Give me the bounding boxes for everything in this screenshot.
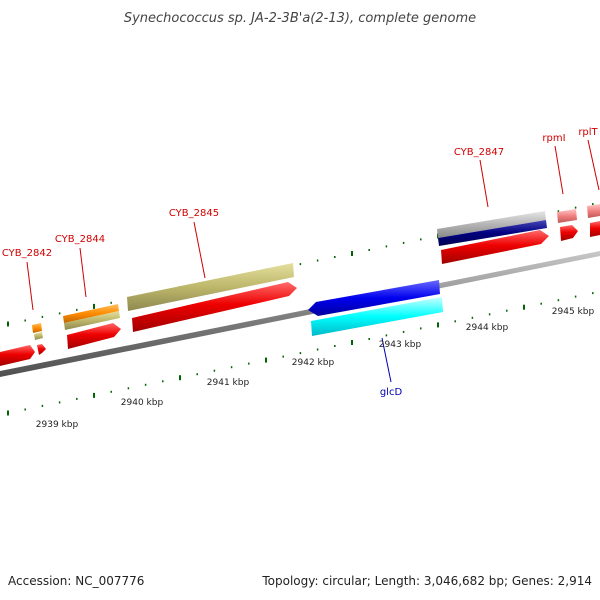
gene-feature-cyb-2845[interactable] — [127, 263, 294, 311]
gene-feature-rpmi[interactable] — [557, 209, 577, 223]
cds-feature-rplt[interactable] — [590, 221, 600, 237]
cds-feature-glcd[interactable] — [308, 280, 440, 316]
topology-summary: Topology: circular; Length: 3,046,682 bp… — [261, 574, 592, 588]
scale-label: 2942 kbp — [292, 358, 335, 368]
gene-label-glcd[interactable]: glcD — [380, 387, 403, 398]
gene-feature-cyb-2842[interactable] — [32, 323, 42, 333]
cds-feature-rpmi[interactable] — [560, 225, 578, 241]
gene-label-cyb-2844[interactable]: CYB_2844 — [55, 234, 105, 245]
accession-text: Accession: NC_007776 — [8, 574, 144, 588]
scale-label: 2945 kbp — [552, 307, 595, 317]
gene-feature-cyb-2847[interactable] — [437, 211, 546, 238]
gene-feature-cyb-2842-b[interactable] — [34, 332, 43, 340]
cds-feature-cyb-2845[interactable] — [132, 282, 297, 332]
scale-label: 2940 kbp — [121, 398, 164, 408]
genome-backbone — [0, 251, 600, 377]
gene-feature-rplt[interactable] — [587, 204, 600, 218]
gene-label-rplt[interactable]: rplT — [578, 127, 598, 138]
forward-gene-track — [32, 204, 600, 340]
gene-feature-cyb-2844[interactable] — [63, 304, 119, 323]
cds-feature-cyb-2847[interactable] — [441, 230, 549, 264]
lower-tick-row — [7, 292, 594, 416]
label-leaders — [26, 139, 600, 383]
scale-label: 2944 kbp — [466, 323, 509, 333]
forward-cds-track — [0, 221, 600, 366]
gene-label-cyb-2845[interactable]: CYB_2845 — [169, 208, 219, 219]
gene-label-rpmi[interactable]: rpmI — [542, 133, 565, 144]
cds-feature[interactable] — [0, 345, 35, 366]
map-title: Synechococcus sp. JA-2-3B'a(2-13), compl… — [124, 11, 476, 26]
cds-feature[interactable] — [37, 344, 46, 355]
gene-feature-cyb-2844-b[interactable] — [64, 311, 120, 330]
scale-label: 2941 kbp — [207, 378, 250, 388]
gene-feature-glcd[interactable] — [311, 297, 443, 336]
gene-label-cyb-2842[interactable]: CYB_2842 — [2, 248, 52, 259]
scale-label: 2943 kbp — [379, 340, 422, 350]
gene-label-cyb-2847[interactable]: CYB_2847 — [454, 147, 504, 158]
cds-feature-cyb-2844[interactable] — [67, 323, 121, 349]
scale-label: 2939 kbp — [36, 420, 79, 430]
gene-feature-cyb-2847-b[interactable] — [438, 220, 547, 246]
reverse-strand-track — [308, 280, 443, 336]
